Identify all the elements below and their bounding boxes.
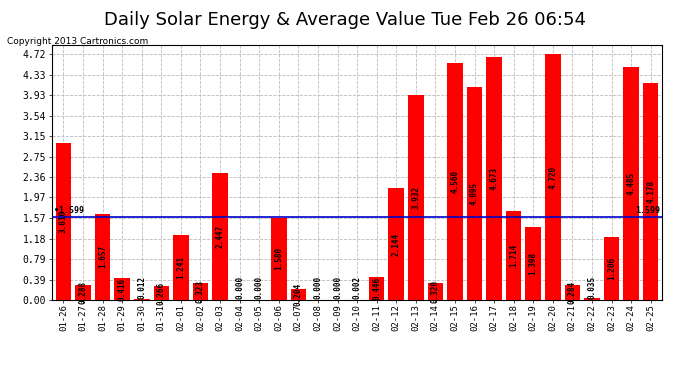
Bar <box>564 285 580 300</box>
Bar <box>545 54 560 300</box>
Bar <box>584 298 600 300</box>
Text: 1.714: 1.714 <box>509 244 518 267</box>
Text: 0.000: 0.000 <box>235 276 244 300</box>
Text: Copyright 2013 Cartronics.com: Copyright 2013 Cartronics.com <box>7 38 148 46</box>
Text: 4.720: 4.720 <box>549 166 558 189</box>
Text: 1.206: 1.206 <box>607 257 616 280</box>
Bar <box>486 57 502 300</box>
Bar <box>623 67 639 300</box>
Text: 0.035: 0.035 <box>587 276 596 300</box>
Bar <box>604 237 620 300</box>
Bar <box>369 277 384 300</box>
Text: Average ($): Average ($) <box>501 30 565 40</box>
Bar <box>506 211 522 300</box>
Text: 1.599: 1.599 <box>635 206 660 215</box>
Text: 3.932: 3.932 <box>411 186 420 209</box>
Bar <box>75 285 91 300</box>
Bar <box>56 143 71 300</box>
Bar <box>271 218 286 300</box>
Text: 0.284: 0.284 <box>568 281 577 304</box>
Bar <box>153 286 169 300</box>
Text: 1.580: 1.580 <box>275 248 284 270</box>
Bar <box>428 284 443 300</box>
Text: 1.241: 1.241 <box>177 256 186 279</box>
Bar <box>134 299 150 300</box>
Bar <box>643 82 658 300</box>
Text: 4.178: 4.178 <box>646 180 656 203</box>
Text: 0.266: 0.266 <box>157 282 166 304</box>
Text: 0.000: 0.000 <box>313 276 322 300</box>
Text: 0.012: 0.012 <box>137 276 146 300</box>
Text: 4.560: 4.560 <box>451 170 460 193</box>
Text: 2.447: 2.447 <box>215 225 224 248</box>
Bar <box>447 63 463 300</box>
Text: 0.320: 0.320 <box>431 280 440 303</box>
Text: 1.657: 1.657 <box>98 245 107 268</box>
Text: 3.010: 3.010 <box>59 210 68 233</box>
Text: 4.673: 4.673 <box>490 167 499 190</box>
Text: Daily  ($): Daily ($) <box>607 30 666 40</box>
Bar <box>95 214 110 300</box>
Text: 4.095: 4.095 <box>470 182 479 205</box>
Bar <box>115 278 130 300</box>
Text: Daily Solar Energy & Average Value Tue Feb 26 06:54: Daily Solar Energy & Average Value Tue F… <box>104 11 586 29</box>
Text: 0.002: 0.002 <box>353 276 362 300</box>
Bar <box>388 188 404 300</box>
Text: 0.000: 0.000 <box>255 276 264 300</box>
Text: 4.485: 4.485 <box>627 172 635 195</box>
Bar <box>466 87 482 300</box>
Bar <box>193 283 208 300</box>
Text: 2.144: 2.144 <box>392 232 401 256</box>
Text: 1.398: 1.398 <box>529 252 538 275</box>
Bar <box>173 236 189 300</box>
Bar <box>213 172 228 300</box>
Text: 0.416: 0.416 <box>118 278 127 301</box>
Text: 0.323: 0.323 <box>196 280 205 303</box>
Bar <box>290 290 306 300</box>
Text: 0.204: 0.204 <box>294 283 303 306</box>
Text: 0.000: 0.000 <box>333 276 342 300</box>
Text: 0.288: 0.288 <box>79 281 88 304</box>
Text: •1.599: •1.599 <box>54 206 83 215</box>
Text: 0.446: 0.446 <box>372 277 381 300</box>
Bar <box>408 95 424 300</box>
Bar <box>525 227 541 300</box>
